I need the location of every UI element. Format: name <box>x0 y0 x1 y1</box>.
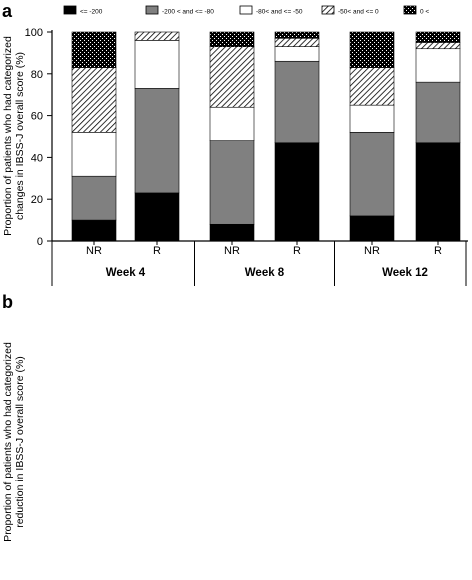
legend-swatch <box>321 5 335 15</box>
bar-segment <box>71 175 117 221</box>
bar-segment <box>349 104 395 133</box>
bar-segment <box>274 142 320 242</box>
legend-label: <= -200 <box>80 9 103 16</box>
legend-item: -200 < and <= -80 <box>145 5 214 16</box>
bar-segment <box>349 67 395 106</box>
bar-segment <box>274 46 320 62</box>
bar-segment <box>349 215 395 242</box>
bar-segment <box>209 140 255 225</box>
legend-item: -80< and <= -50 <box>239 5 303 16</box>
legend-label: -50< and <= 0 <box>338 9 379 16</box>
bar-stack <box>134 31 180 242</box>
bar-segment <box>209 31 255 47</box>
panel-label: a <box>2 1 13 21</box>
legend-label: -200 < and <= -80 <box>162 9 214 16</box>
y-tick-label: 100 <box>25 27 43 39</box>
y-tick-label: 80 <box>31 69 43 81</box>
y-axis-label: Proportion of patients who had categoriz… <box>2 342 26 542</box>
bar-segment <box>349 31 395 68</box>
x-tick-label: NR <box>364 245 380 257</box>
group-label: Week 12 <box>382 267 428 279</box>
plot-area: 0 20 40 60 80 100 NR R NR R NR R Week 4 Week 8 Week 12 <box>25 27 468 286</box>
group-label: Week 4 <box>106 267 146 279</box>
bar-segment <box>134 88 180 194</box>
bar-stack <box>274 31 320 242</box>
bar-segment <box>274 37 320 47</box>
legend-swatch <box>239 5 253 15</box>
y-axis-label: Proportion of patients who had categoriz… <box>2 36 26 236</box>
bar-segment <box>71 219 117 242</box>
x-tick-label: R <box>434 245 442 257</box>
x-tick-label: NR <box>86 245 102 257</box>
bar-segment <box>415 81 461 144</box>
panel-a: a <= -200 -200 < and <= -80 -80< and <= -5… <box>2 1 468 286</box>
panel-label: b <box>2 292 13 312</box>
bar-segment <box>415 48 461 83</box>
bar-segment <box>349 132 395 217</box>
bar-segment <box>274 60 320 144</box>
x-tick-label: R <box>153 245 161 257</box>
bar-segment <box>415 142 461 242</box>
legend-item: <= -200 <box>63 5 103 16</box>
legend-item: 0 < <box>403 5 429 16</box>
legend-label: -80< and <= -50 <box>256 9 303 16</box>
bar-segment <box>209 46 255 108</box>
bar-segment <box>134 40 180 89</box>
bar-segment <box>415 31 461 43</box>
bar-stack <box>209 31 255 242</box>
x-tick-label: NR <box>224 245 240 257</box>
bar-segment <box>134 192 180 242</box>
panel-b: b Proportion of patients who had categor… <box>2 292 26 542</box>
y-axis-label-line1: Proportion of patients who had categoriz… <box>2 342 14 542</box>
bar-segment <box>274 31 320 39</box>
y-axis-label-line2: changes in IBSS-J overall score (%) <box>14 52 26 220</box>
y-axis-label-line1: Proportion of patients who had categoriz… <box>2 36 14 236</box>
y-tick-label: 60 <box>31 111 43 123</box>
bar-stack <box>349 31 395 242</box>
legend-swatch <box>63 5 77 15</box>
y-axis-label-line2: reduction in IBSS-J overall score (%) <box>14 356 26 528</box>
legend-label: 0 < <box>420 9 429 16</box>
legend-swatch <box>145 5 159 15</box>
bar-stack <box>71 31 117 242</box>
legend-item: -50< and <= 0 <box>321 5 379 16</box>
bar-stack <box>415 31 461 242</box>
bar-segment <box>209 106 255 141</box>
legend: <= -200 -200 < and <= -80 -80< and <= -50 -… <box>63 5 429 16</box>
x-tick-label: R <box>293 245 301 257</box>
bar-segment <box>209 223 255 242</box>
bar-segment <box>415 42 461 50</box>
y-tick-label: 0 <box>37 236 43 248</box>
group-label: Week 8 <box>245 267 285 279</box>
bar-segment <box>71 132 117 177</box>
bar-segment <box>71 67 117 133</box>
y-tick-label: 40 <box>31 152 43 164</box>
bar-segment <box>134 31 180 41</box>
y-tick-label: 20 <box>31 194 43 206</box>
legend-swatch <box>403 5 417 15</box>
bar-segment <box>71 31 117 68</box>
